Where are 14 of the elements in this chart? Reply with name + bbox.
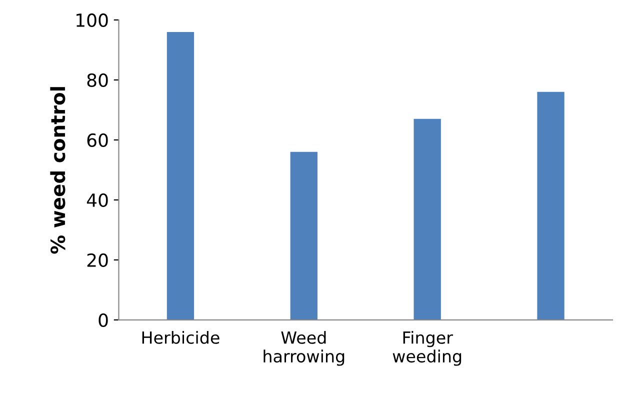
bar xyxy=(537,92,564,320)
bar xyxy=(166,32,194,320)
y-tick-label: 0 xyxy=(98,313,108,328)
bar xyxy=(414,118,441,320)
y-axis-title: % weed control xyxy=(50,87,66,254)
bar xyxy=(290,152,318,320)
y-tick-label: 60 xyxy=(87,133,108,148)
y-tick-label: 20 xyxy=(87,253,108,268)
x-tick-label: Weed harrowing xyxy=(264,331,344,366)
y-tick-label: 100 xyxy=(76,13,108,28)
x-tick-label: Herbicide xyxy=(142,331,220,344)
x-tick-label: Finger weeding xyxy=(392,331,462,366)
y-tick-label: 40 xyxy=(86,193,108,208)
y-tick-label: 80 xyxy=(87,73,108,88)
